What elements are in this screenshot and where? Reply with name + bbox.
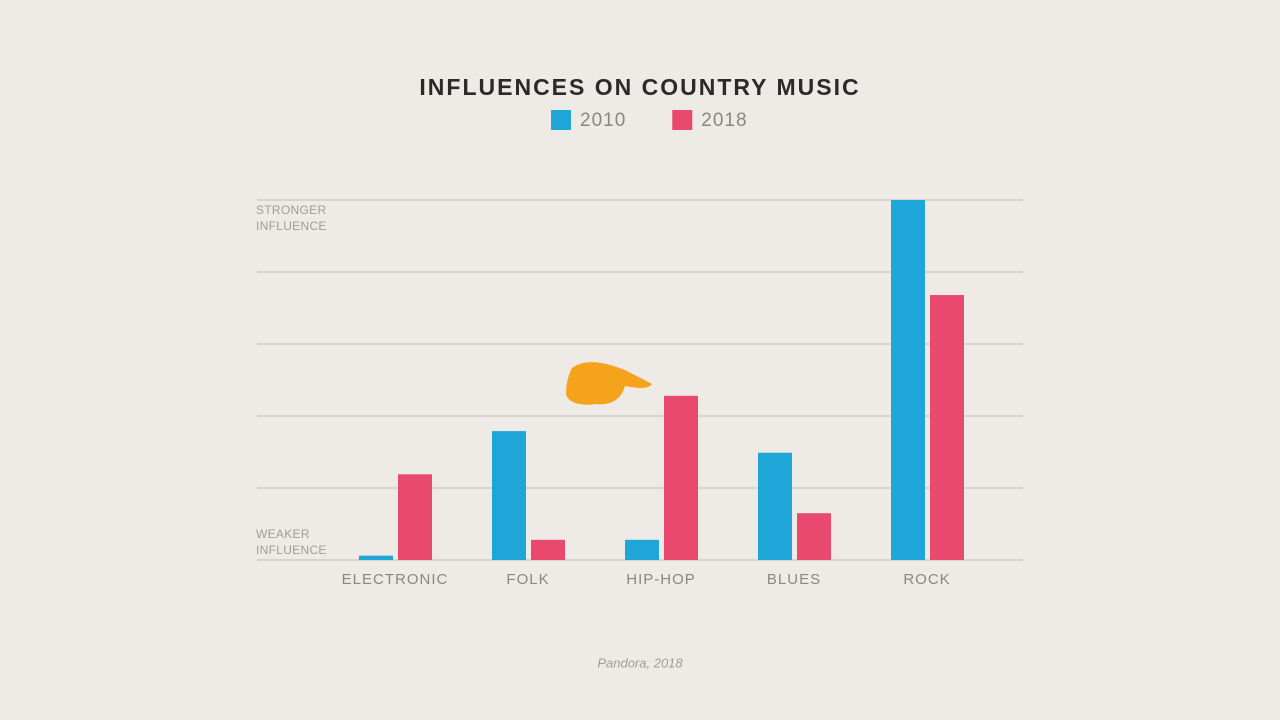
- bar: [531, 539, 565, 560]
- legend-swatch: [672, 110, 693, 130]
- legend-label: 2018: [701, 110, 747, 131]
- y-bottom-label: WEAKER INFLUENCE: [256, 527, 327, 557]
- x-tick-label: HIP-HOP: [626, 571, 696, 588]
- x-tick-label: FOLK: [506, 571, 549, 588]
- chart-title: INFLUENCES ON COUNTRY MUSIC: [419, 74, 860, 100]
- x-tick-label: ROCK: [903, 571, 950, 588]
- bar: [797, 513, 831, 560]
- bar: [398, 474, 432, 560]
- source: Pandora, 2018: [597, 655, 683, 670]
- legend-swatch: [551, 110, 571, 130]
- bar: [758, 452, 792, 560]
- bar: [492, 431, 526, 560]
- bar: [625, 539, 659, 560]
- bar: [664, 395, 698, 560]
- bar: [891, 200, 925, 560]
- pointing-hand: [566, 362, 652, 405]
- bar: [359, 555, 393, 560]
- x-tick-label: BLUES: [767, 571, 821, 588]
- y-top-label: STRONGER INFLUENCE: [256, 203, 327, 233]
- legend-label: 2010: [580, 110, 626, 131]
- bar: [930, 295, 964, 560]
- x-tick-label: ELECTRONIC: [342, 571, 449, 588]
